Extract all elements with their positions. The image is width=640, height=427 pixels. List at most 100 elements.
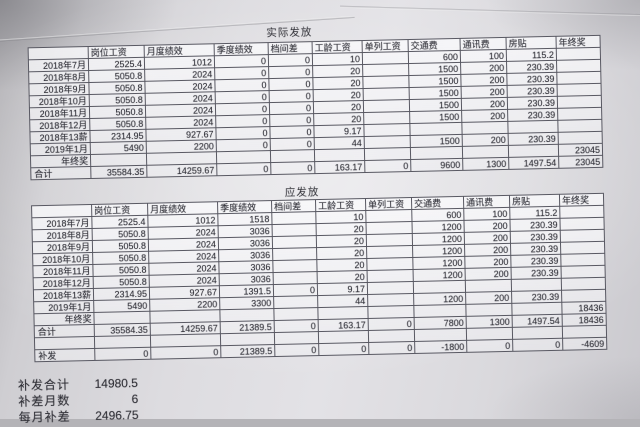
- cell: [557, 95, 601, 108]
- cell: [561, 277, 605, 290]
- column-header: 房贴: [509, 194, 559, 207]
- cell: 1200: [413, 268, 465, 281]
- row-label: 2018年10月: [33, 252, 93, 265]
- cell: 200: [461, 61, 507, 74]
- column-header: 工龄工资: [312, 41, 362, 54]
- cell: [562, 325, 606, 338]
- cell: [318, 330, 368, 343]
- cell: 1200: [413, 244, 465, 257]
- cell: [272, 224, 316, 237]
- cell: 1200: [412, 220, 464, 233]
- cell: [363, 76, 409, 89]
- cell: 1500: [409, 74, 461, 87]
- cell: 230.39: [512, 290, 562, 303]
- cell: 1497.54: [509, 156, 559, 169]
- cell: 0: [270, 126, 314, 139]
- row-label: 2018年8月: [32, 228, 92, 241]
- cell: 200: [461, 73, 507, 86]
- cell: 200: [464, 219, 510, 232]
- cell: 18436: [562, 301, 606, 314]
- summary-value: 6: [76, 392, 138, 409]
- column-header: 单列工资: [365, 198, 411, 211]
- cell: 200: [465, 267, 511, 280]
- cell: [367, 257, 413, 270]
- cell: 9.17: [317, 282, 367, 295]
- cell: 20: [316, 223, 366, 236]
- cell: [560, 217, 604, 230]
- row-label: 年终奖: [30, 154, 90, 167]
- column-header: 通讯费: [463, 195, 509, 208]
- cell: [272, 212, 316, 225]
- cell: 1500: [410, 134, 462, 147]
- cell: 20: [317, 270, 367, 283]
- cell: [557, 83, 601, 96]
- cell: 35584.35: [91, 165, 147, 178]
- summary-value: 14980.5: [76, 376, 138, 393]
- cell: 0: [270, 114, 314, 127]
- cell: 200: [464, 231, 510, 244]
- cell: [466, 327, 512, 340]
- cell: [462, 145, 508, 158]
- cell: 0: [368, 317, 414, 330]
- cell: [274, 308, 318, 321]
- row-label: 2018年9月: [29, 83, 89, 96]
- cell: 0: [217, 163, 271, 176]
- cell: 100: [460, 49, 506, 62]
- cell: 115.2: [510, 206, 560, 219]
- cell: [368, 293, 414, 306]
- column-header: 工龄工资: [315, 199, 365, 212]
- row-label: 补发: [35, 348, 95, 361]
- cell: [556, 47, 600, 60]
- cell: 163.17: [315, 161, 365, 174]
- cell: 44: [314, 137, 364, 150]
- cell: 0: [319, 342, 369, 355]
- cell: [368, 329, 414, 342]
- cell: [314, 149, 364, 162]
- cell: 1200: [414, 292, 466, 305]
- cell: 0: [513, 338, 563, 351]
- cell: 9600: [411, 158, 463, 171]
- cell: 0: [268, 54, 312, 67]
- cell: 7800: [414, 316, 466, 329]
- cell: 20: [313, 77, 363, 90]
- cell: [273, 272, 317, 285]
- row-label: 2018年12月: [33, 276, 93, 289]
- cell: [466, 303, 512, 316]
- cell: 0: [274, 320, 318, 333]
- summary-label: 补发合计: [18, 377, 76, 394]
- cell: 230.39: [511, 254, 561, 267]
- row-label: 2018年13薪: [30, 131, 90, 144]
- cell: 0: [269, 102, 313, 115]
- row-label: 2018年12月: [30, 119, 90, 132]
- cell: 1500: [410, 110, 462, 123]
- cell: 20: [313, 65, 363, 78]
- summary-label: 补差月数: [18, 393, 76, 410]
- cell: [462, 121, 508, 134]
- cell: [561, 253, 605, 266]
- row-label: 2018年10月: [29, 95, 89, 108]
- cell: 163.17: [318, 318, 368, 331]
- cell: 23045: [558, 143, 602, 156]
- cell: 230.39: [508, 108, 558, 121]
- cell: [558, 119, 602, 132]
- cell: 1500: [409, 86, 461, 99]
- row-label: 年终奖: [34, 312, 94, 325]
- cell: 200: [466, 291, 512, 304]
- cell: 1500: [409, 98, 461, 111]
- cell: 20: [313, 101, 363, 114]
- row-label: 2018年11月: [33, 264, 93, 277]
- cell: [366, 210, 412, 223]
- cell: 230.39: [507, 96, 557, 109]
- cell: [558, 131, 602, 144]
- cell: 0: [467, 339, 513, 352]
- cell: 0: [151, 346, 221, 360]
- cell: 230.39: [511, 266, 561, 279]
- cell: [465, 279, 511, 292]
- column-header: 房贴: [506, 36, 556, 49]
- cell: 230.39: [510, 230, 560, 243]
- cell: 14259.67: [147, 164, 217, 178]
- cell: [560, 241, 604, 254]
